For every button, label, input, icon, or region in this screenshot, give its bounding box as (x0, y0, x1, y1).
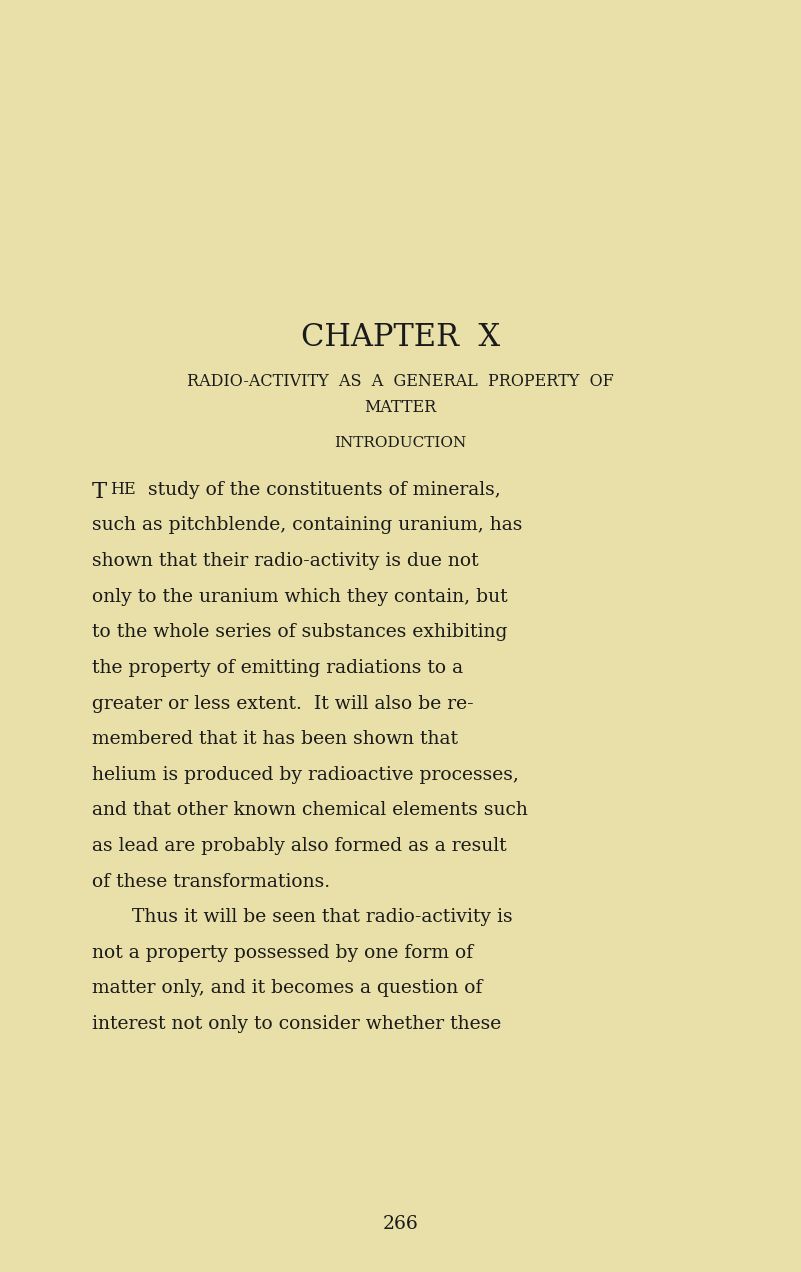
Text: helium is produced by radioactive processes,: helium is produced by radioactive proces… (92, 766, 519, 784)
Text: membered that it has been shown that: membered that it has been shown that (92, 730, 458, 748)
Text: study of the constituents of minerals,: study of the constituents of minerals, (142, 481, 501, 499)
Text: such as pitchblende, containing uranium, has: such as pitchblende, containing uranium,… (92, 516, 522, 534)
Text: MATTER: MATTER (364, 398, 437, 416)
Text: as lead are probably also formed as a result: as lead are probably also formed as a re… (92, 837, 507, 855)
Text: interest not only to consider whether these: interest not only to consider whether th… (92, 1015, 501, 1033)
Text: not a property possessed by one form of: not a property possessed by one form of (92, 944, 473, 962)
Text: 266: 266 (383, 1215, 418, 1233)
Text: shown that their radio-activity is due not: shown that their radio-activity is due n… (92, 552, 479, 570)
Text: and that other known chemical elements such: and that other known chemical elements s… (92, 801, 528, 819)
Text: INTRODUCTION: INTRODUCTION (334, 435, 467, 450)
Text: the property of emitting radiations to a: the property of emitting radiations to a (92, 659, 463, 677)
Text: CHAPTER  X: CHAPTER X (301, 322, 500, 352)
Text: Thus it will be seen that radio-activity is: Thus it will be seen that radio-activity… (132, 908, 513, 926)
Text: greater or less extent.  It will also be re-: greater or less extent. It will also be … (92, 695, 473, 712)
Text: of these transformations.: of these transformations. (92, 873, 330, 890)
Text: only to the uranium which they contain, but: only to the uranium which they contain, … (92, 588, 508, 605)
Text: HE: HE (110, 481, 135, 497)
Text: matter only, and it becomes a question of: matter only, and it becomes a question o… (92, 979, 482, 997)
Text: to the whole series of substances exhibiting: to the whole series of substances exhibi… (92, 623, 508, 641)
Text: T: T (92, 481, 107, 502)
Text: RADIO-ACTIVITY  AS  A  GENERAL  PROPERTY  OF: RADIO-ACTIVITY AS A GENERAL PROPERTY OF (187, 373, 614, 391)
